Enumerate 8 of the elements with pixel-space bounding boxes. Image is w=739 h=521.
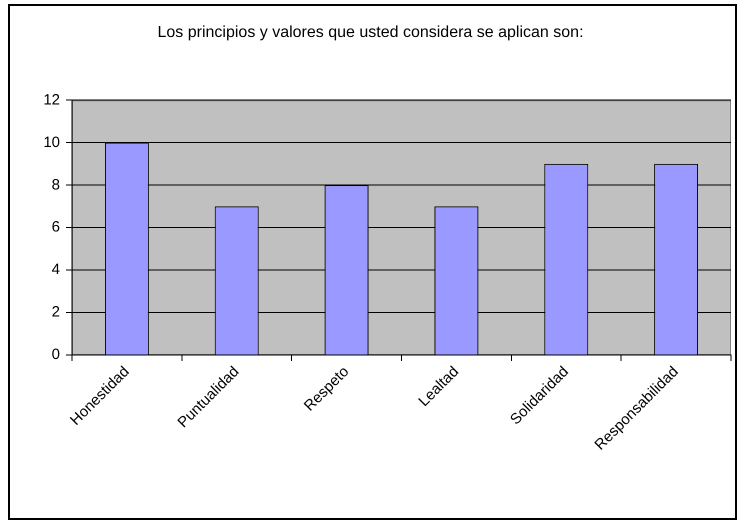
chart-title: Los principios y valores que usted considera se aplican son: xyxy=(157,24,584,42)
y-tick-label: 8 xyxy=(52,176,60,194)
y-tick-label: 6 xyxy=(52,218,60,236)
y-tick-label: 2 xyxy=(52,304,60,321)
y-tick-label: 12 xyxy=(43,91,60,108)
y-tick-label: 10 xyxy=(43,134,60,151)
y-tick-label: 0 xyxy=(52,346,60,364)
y-tick-label: 4 xyxy=(52,261,60,278)
